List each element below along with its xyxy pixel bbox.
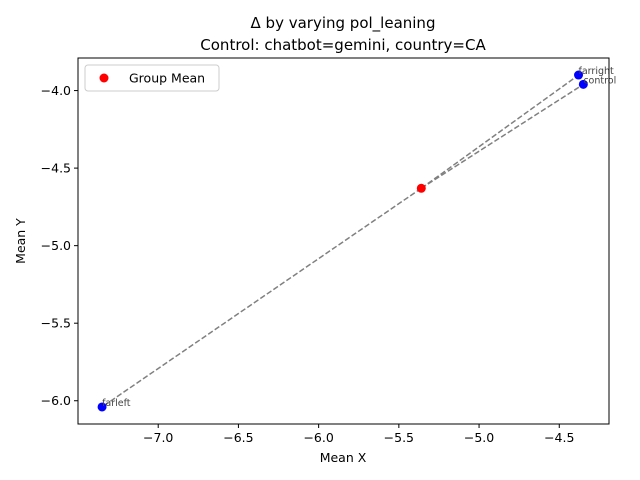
legend-label-group-mean: Group Mean [129, 71, 205, 86]
x-tick-label: −5.0 [464, 430, 494, 445]
point-farright [574, 70, 584, 80]
x-tick-label: −6.0 [303, 430, 333, 445]
y-tick-label: −5.0 [41, 238, 71, 253]
x-tick-label: −4.5 [544, 430, 574, 445]
connector-line-control [420, 83, 584, 189]
point-group-mean [416, 183, 426, 193]
point-farleft [97, 402, 107, 412]
legend-marker-group-mean [99, 73, 109, 83]
y-tick-label: −4.0 [41, 83, 71, 98]
y-tick-label: −5.5 [41, 316, 71, 331]
data-points [97, 70, 588, 412]
plot-frame [77, 57, 610, 425]
chart-title-line2: Control: chatbot=gemini, country=CA [200, 36, 486, 54]
connector-line-farleft [101, 187, 422, 408]
legend-box [84, 64, 220, 92]
annotation-farleft: farleft [102, 398, 131, 409]
x-axis-label: Mean X [320, 450, 367, 465]
x-tick-label: −7.0 [143, 430, 173, 445]
y-axis-label: Mean Y [13, 218, 28, 264]
legend: Group Mean [84, 64, 220, 92]
annotation-control: control [583, 75, 616, 86]
y-axis-ticks: −6.0 −5.5 −5.0 −4.5 −4.0 [41, 83, 78, 408]
connector-line-farright [420, 74, 579, 189]
connector-lines [101, 74, 584, 408]
y-tick-label: −6.0 [41, 393, 71, 408]
y-tick-label: −4.5 [41, 161, 71, 176]
point-control [578, 79, 588, 89]
x-tick-label: −5.5 [384, 430, 414, 445]
annotation-farright: farright [579, 66, 615, 77]
chart-title-line1: Δ by varying pol_leaning [251, 14, 436, 33]
x-axis-ticks: −7.0 −6.5 −6.0 −5.5 −5.0 −4.5 [143, 424, 574, 445]
x-tick-label: −6.5 [223, 430, 253, 445]
